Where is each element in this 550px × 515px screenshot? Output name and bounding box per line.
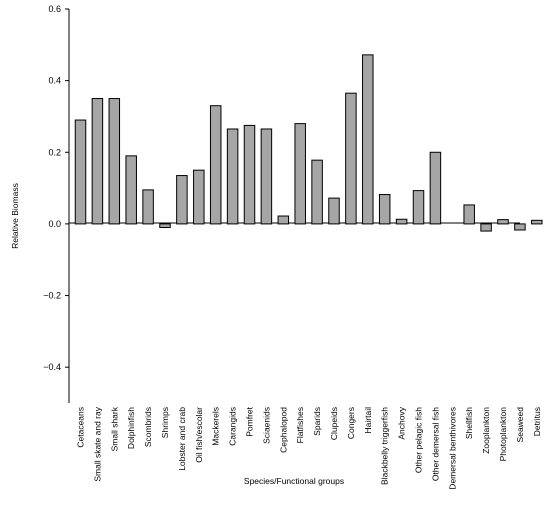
x-category-label: Lobster and crab xyxy=(177,407,187,471)
category-labels: Cetaceans Small skate and ray Small shark D… xyxy=(76,406,542,489)
x-category-label: Flatfishes xyxy=(295,407,305,443)
bar xyxy=(260,128,273,225)
y-tick-label: −0.4 xyxy=(43,362,61,372)
x-category-label: Dolphinfish xyxy=(126,407,136,449)
x-category-label: Other demersal fish xyxy=(430,407,440,481)
x-category-label: Shellfish xyxy=(464,407,474,439)
bar xyxy=(108,98,121,225)
bar xyxy=(378,194,391,225)
bar xyxy=(463,204,475,225)
x-category-label: Zooplankton xyxy=(481,407,491,454)
x-category-label: Photoplankton xyxy=(498,407,508,462)
bar xyxy=(209,105,222,225)
x-category-label: Anchovy xyxy=(397,406,407,439)
x-category-label: Cetaceans xyxy=(76,407,86,448)
x-category-label: Seaweed xyxy=(515,407,525,443)
x-category-label: Cephalopod xyxy=(278,407,288,453)
x-category-label: Demersal benthivores xyxy=(447,407,457,490)
x-category-label: Small skate and ray xyxy=(92,406,102,481)
bar xyxy=(294,123,306,225)
x-category-label: Clupeids xyxy=(329,407,339,440)
y-tick-label: 0.4 xyxy=(48,76,61,86)
bar xyxy=(176,175,188,225)
x-category-label: Hairtail xyxy=(363,407,373,434)
x-category-label: Oil fish/escolar xyxy=(194,407,204,463)
x-category-label: Pomfret xyxy=(245,406,255,436)
bar xyxy=(514,223,526,231)
x-category-label: Detritus xyxy=(532,407,542,436)
bar xyxy=(74,119,87,225)
x-category-label: Sciaenids xyxy=(261,407,271,444)
x-category-label: Sparids xyxy=(312,407,322,436)
bar xyxy=(91,98,104,225)
bar xyxy=(412,190,425,225)
bar xyxy=(531,219,543,225)
y-tick-label: −0.2 xyxy=(43,291,61,301)
y-tick-labels: 0.6 0.4 0.2 0.0 −0.2 −0.4 xyxy=(43,4,61,372)
x-category-label: Blackbelly triggerfish xyxy=(380,407,390,485)
y-tick-label: 0.0 xyxy=(48,219,61,229)
x-category-label: Other pelagic fish xyxy=(414,407,424,473)
bar xyxy=(159,223,171,228)
bar xyxy=(480,223,492,232)
x-category-label: Carangids xyxy=(228,407,238,446)
bar xyxy=(345,92,357,225)
x-category-label: Small shark xyxy=(109,406,119,451)
x-category-label: Shrimps xyxy=(160,407,170,438)
bar xyxy=(226,128,239,225)
bar xyxy=(125,155,137,225)
x-category-label: Scombrids xyxy=(143,407,153,447)
bars-group xyxy=(74,54,543,232)
bar xyxy=(243,124,256,225)
bar xyxy=(142,189,154,225)
x-category-label: Congers xyxy=(346,407,356,439)
bar xyxy=(497,219,509,225)
y-tick-label: 0.2 xyxy=(48,147,61,157)
bar xyxy=(193,169,205,225)
bar xyxy=(311,159,323,225)
x-category-label: Mackerels xyxy=(211,407,221,446)
y-tick-label: 0.6 xyxy=(48,4,61,14)
y-axis-label: Relative Biomass xyxy=(10,183,20,249)
bar xyxy=(277,215,290,225)
x-axis-label: Species/Functional groups xyxy=(244,476,344,486)
y-axis xyxy=(65,8,70,403)
bar xyxy=(328,197,340,225)
bar xyxy=(395,218,408,225)
bar xyxy=(429,151,442,225)
bar xyxy=(362,54,374,225)
